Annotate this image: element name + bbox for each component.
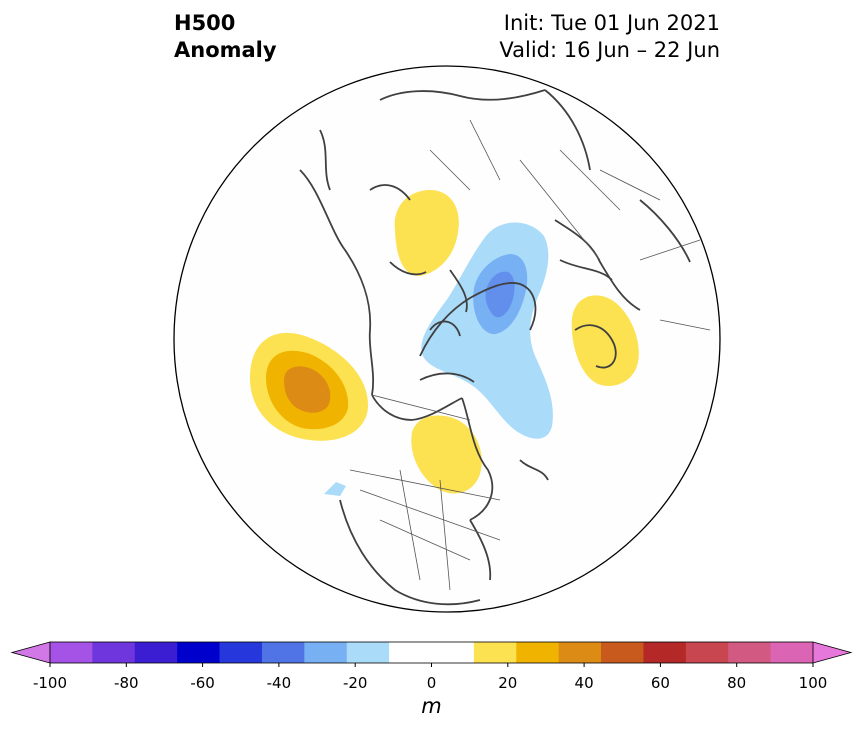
coastlines [299, 89, 691, 606]
positive-anomaly-pacific-30 [284, 366, 331, 413]
colorbar-segment [516, 642, 560, 663]
globe-outline [173, 65, 721, 613]
colorbar-segment [601, 642, 644, 663]
colorbar-tick-label: 100 [799, 674, 828, 692]
colorbar-segment [389, 642, 432, 663]
title-line-1: H500 [174, 11, 236, 35]
colorbar-segment [346, 642, 390, 663]
colorbar-tick-label: 80 [727, 674, 746, 692]
colorbar-segment [643, 642, 687, 663]
colorbar-tick-label: 20 [498, 674, 517, 692]
colorbar-segment [304, 642, 348, 663]
init-date: Init: Tue 01 Jun 2021 [503, 11, 720, 35]
colorbar-unit: m [421, 694, 442, 718]
negative-anomaly-small [324, 482, 346, 496]
colorbar-segment [219, 642, 263, 663]
polar-map [173, 65, 721, 613]
colorbar-segment [685, 642, 729, 663]
colorbar-tick-label: -80 [114, 674, 139, 692]
colorbar-segment [177, 642, 221, 663]
date-info: Init: Tue 01 Jun 2021 Valid: 16 Jun – 22… [499, 10, 720, 64]
colorbar-tick-label: -20 [343, 674, 368, 692]
colorbar-segment [431, 642, 475, 663]
positive-anomaly-europe [571, 295, 639, 386]
colorbar-tick-label: -40 [267, 674, 292, 692]
colorbar-segment [558, 642, 602, 663]
colorbar-segment [473, 642, 517, 663]
colorbar-segment [134, 642, 178, 663]
colorbar-segment [261, 642, 305, 663]
colorbar-segment [92, 642, 136, 663]
valid-range: Valid: 16 Jun – 22 Jun [499, 38, 720, 62]
positive-anomaly-hudson [411, 415, 482, 494]
colorbar-segment [728, 642, 772, 663]
colorbar-tick-label: 0 [427, 674, 437, 692]
colorbar-tick-label: 40 [575, 674, 594, 692]
title-line-2: Anomaly [174, 38, 277, 62]
map-title: H500 Anomaly [174, 10, 277, 64]
colorbar: -100 -80 -60 -40 -20 0 20 40 60 80 100 [10, 641, 853, 692]
colorbar-tick-label: -60 [190, 674, 215, 692]
positive-anomaly-siberia [394, 190, 459, 276]
colorbar-extend-min [10, 641, 51, 664]
colorbar-tick-label: -100 [33, 674, 67, 692]
borders [349, 119, 711, 591]
anomaly-shading [250, 190, 639, 496]
colorbar-segment [770, 642, 814, 663]
colorbar-segment [50, 642, 93, 663]
colorbar-extend-max [812, 641, 853, 664]
colorbar-tick-label: 60 [651, 674, 670, 692]
